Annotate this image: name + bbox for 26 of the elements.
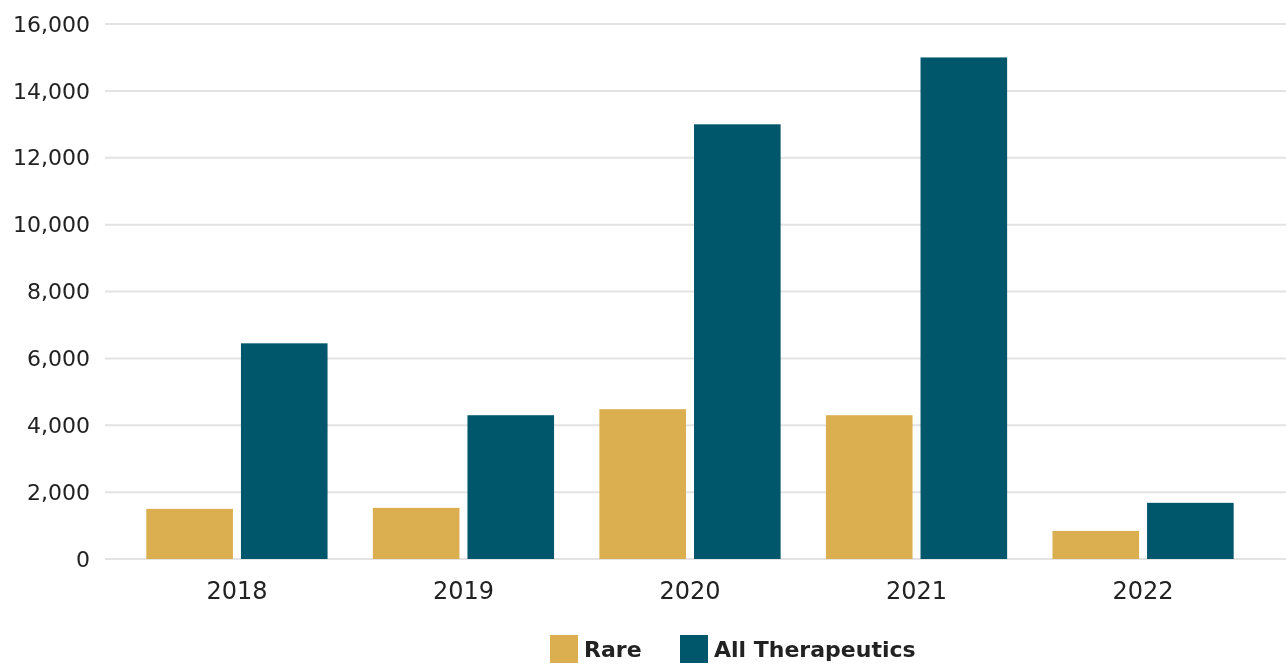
bar [240,343,328,559]
legend-label: Rare [584,636,642,662]
bar [372,507,460,559]
y-tick-label: 12,000 [13,145,90,171]
bar [1052,530,1140,559]
x-tick-label: 2022 [1112,577,1174,605]
x-tick-label: 2019 [432,577,495,605]
bar [599,409,686,559]
y-tick-label: 14,000 [13,78,90,104]
bar [694,124,781,559]
y-tick-label: 0 [76,546,90,572]
y-tick-label: 4,000 [27,412,90,438]
x-tick-label: 2020 [659,577,721,605]
bar [1147,502,1234,559]
x-tick-label: 2021 [885,577,948,605]
y-tick-label: 10,000 [13,212,90,238]
legend-label: All Therapeutics [714,636,916,662]
y-tick-label: 2,000 [27,479,90,505]
bar [146,508,233,559]
x-tick-label: 2018 [206,577,268,605]
bar [920,57,1008,559]
y-tick-label: 8,000 [27,279,90,305]
bar [467,415,555,559]
y-tick-label: 6,000 [27,346,90,372]
bar [825,415,913,559]
y-tick-label: 16,000 [13,11,90,37]
